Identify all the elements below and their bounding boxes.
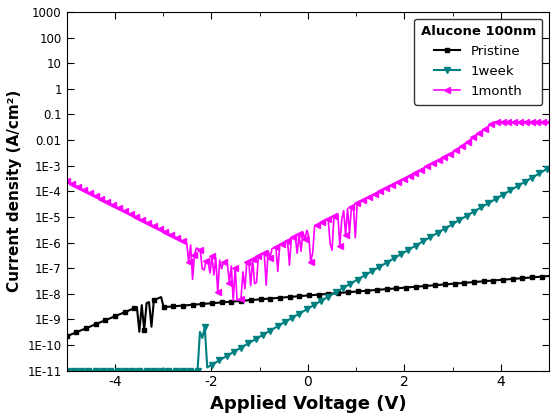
Pristine	[63, 334, 70, 339]
Pristine	[83, 326, 90, 331]
1month	[530, 120, 537, 125]
Line: 1month: 1month	[64, 119, 552, 303]
1week	[546, 165, 553, 170]
1month	[492, 120, 498, 125]
Y-axis label: Current density (A/cm²): Current density (A/cm²)	[7, 90, 22, 292]
Line: 1week: 1week	[64, 165, 552, 373]
Legend: Pristine, 1week, 1month: Pristine, 1week, 1month	[414, 18, 543, 105]
1month	[546, 120, 553, 125]
Line: Pristine: Pristine	[64, 273, 552, 339]
Pristine	[504, 277, 511, 282]
1week	[92, 368, 99, 373]
1month	[63, 178, 70, 184]
1month	[234, 298, 240, 303]
X-axis label: Applied Voltage (V): Applied Voltage (V)	[210, 395, 406, 413]
1week	[522, 179, 528, 184]
Pristine	[522, 276, 528, 281]
Pristine	[92, 322, 99, 327]
Pristine	[153, 297, 160, 302]
1month	[259, 252, 266, 257]
1month	[265, 248, 271, 253]
1month	[143, 220, 150, 225]
1week	[504, 189, 511, 194]
Pristine	[192, 302, 198, 307]
1week	[153, 368, 160, 373]
1month	[399, 177, 405, 182]
1week	[192, 368, 198, 373]
Pristine	[546, 273, 553, 278]
1week	[63, 368, 70, 373]
1month	[344, 206, 351, 211]
1week	[83, 368, 90, 373]
